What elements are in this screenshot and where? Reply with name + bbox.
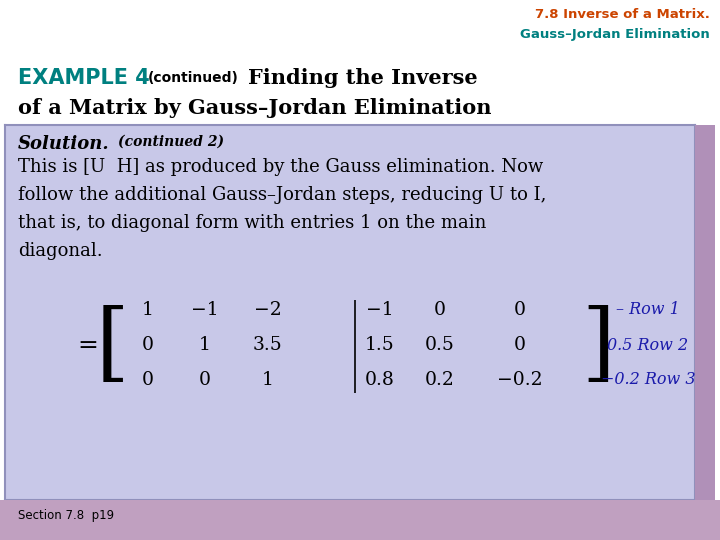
Text: −0.2 Row 3: −0.2 Row 3 (600, 372, 696, 388)
Text: 0: 0 (514, 336, 526, 354)
Text: Solution.: Solution. (18, 135, 109, 153)
Text: −1: −1 (192, 301, 219, 319)
Text: Section 7.8  p19: Section 7.8 p19 (18, 509, 114, 522)
Text: This is [U  H] as produced by the Gauss elimination. Now: This is [U H] as produced by the Gauss e… (18, 158, 544, 176)
Text: 0.8: 0.8 (365, 371, 395, 389)
Text: ]: ] (581, 306, 615, 389)
Text: EXAMPLE 4: EXAMPLE 4 (18, 68, 150, 88)
Text: Gauss–Jordan Elimination: Gauss–Jordan Elimination (521, 28, 710, 41)
Text: 0: 0 (434, 301, 446, 319)
Text: −0.2: −0.2 (498, 371, 543, 389)
Text: 0: 0 (142, 371, 154, 389)
Text: −2: −2 (254, 301, 282, 319)
Text: 1.5: 1.5 (365, 336, 395, 354)
Text: 1: 1 (199, 336, 211, 354)
Text: 0.5 Row 2: 0.5 Row 2 (608, 336, 688, 354)
Text: (continued): (continued) (148, 71, 239, 85)
Text: 3.5: 3.5 (253, 336, 283, 354)
Text: 0: 0 (142, 336, 154, 354)
Text: 7.8 Inverse of a Matrix.: 7.8 Inverse of a Matrix. (535, 8, 710, 21)
Text: 0: 0 (514, 301, 526, 319)
Text: of a Matrix by Gauss–Jordan Elimination: of a Matrix by Gauss–Jordan Elimination (18, 98, 492, 118)
Text: – Row 1: – Row 1 (616, 301, 680, 319)
Text: 0.2: 0.2 (425, 371, 455, 389)
Text: 1: 1 (142, 301, 154, 319)
Text: −1: −1 (366, 301, 394, 319)
Text: Finding the Inverse: Finding the Inverse (248, 68, 477, 88)
Text: (continued 2): (continued 2) (118, 135, 224, 149)
Text: follow the additional Gauss–Jordan steps, reducing U to I,: follow the additional Gauss–Jordan steps… (18, 186, 546, 204)
Text: [: [ (95, 306, 129, 389)
Text: =: = (78, 334, 99, 356)
Text: 0.5: 0.5 (425, 336, 455, 354)
Text: diagonal.: diagonal. (18, 242, 103, 260)
Text: 1: 1 (262, 371, 274, 389)
Text: that is, to diagonal form with entries 1 on the main: that is, to diagonal form with entries 1… (18, 214, 487, 232)
Text: 0: 0 (199, 371, 211, 389)
